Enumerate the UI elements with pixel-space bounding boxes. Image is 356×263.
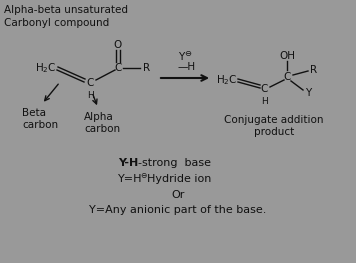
Text: Y: Y (305, 88, 311, 98)
Text: Y=H: Y=H (118, 174, 142, 184)
Text: H$_2$C: H$_2$C (216, 73, 238, 87)
Text: Or: Or (171, 190, 185, 200)
Text: R: R (143, 63, 150, 73)
Text: O: O (114, 40, 122, 50)
Text: -strong  base: -strong base (138, 158, 211, 168)
Text: OH: OH (279, 51, 295, 61)
Text: R: R (310, 65, 317, 75)
Text: —H: —H (178, 62, 196, 72)
Text: C: C (114, 63, 122, 73)
Text: Y: Y (178, 52, 184, 62)
Text: H: H (261, 97, 267, 106)
Text: C: C (283, 72, 291, 82)
Text: Carbonyl compound: Carbonyl compound (4, 18, 109, 28)
Text: C: C (260, 84, 268, 94)
Text: ⊖: ⊖ (140, 171, 146, 180)
Text: H: H (87, 91, 93, 100)
Text: ⊖: ⊖ (184, 48, 191, 58)
Text: H$_2$C: H$_2$C (36, 61, 57, 75)
Text: Y=Any anionic part of the base.: Y=Any anionic part of the base. (89, 205, 267, 215)
Text: Conjugate addition
product: Conjugate addition product (224, 115, 324, 137)
Text: Alpha-beta unsaturated: Alpha-beta unsaturated (4, 5, 128, 15)
Text: Y-H: Y-H (118, 158, 138, 168)
Text: Beta
carbon: Beta carbon (22, 108, 58, 130)
Text: Alpha
carbon: Alpha carbon (84, 112, 120, 134)
Text: Hydride ion: Hydride ion (147, 174, 211, 184)
Text: C: C (86, 78, 94, 88)
